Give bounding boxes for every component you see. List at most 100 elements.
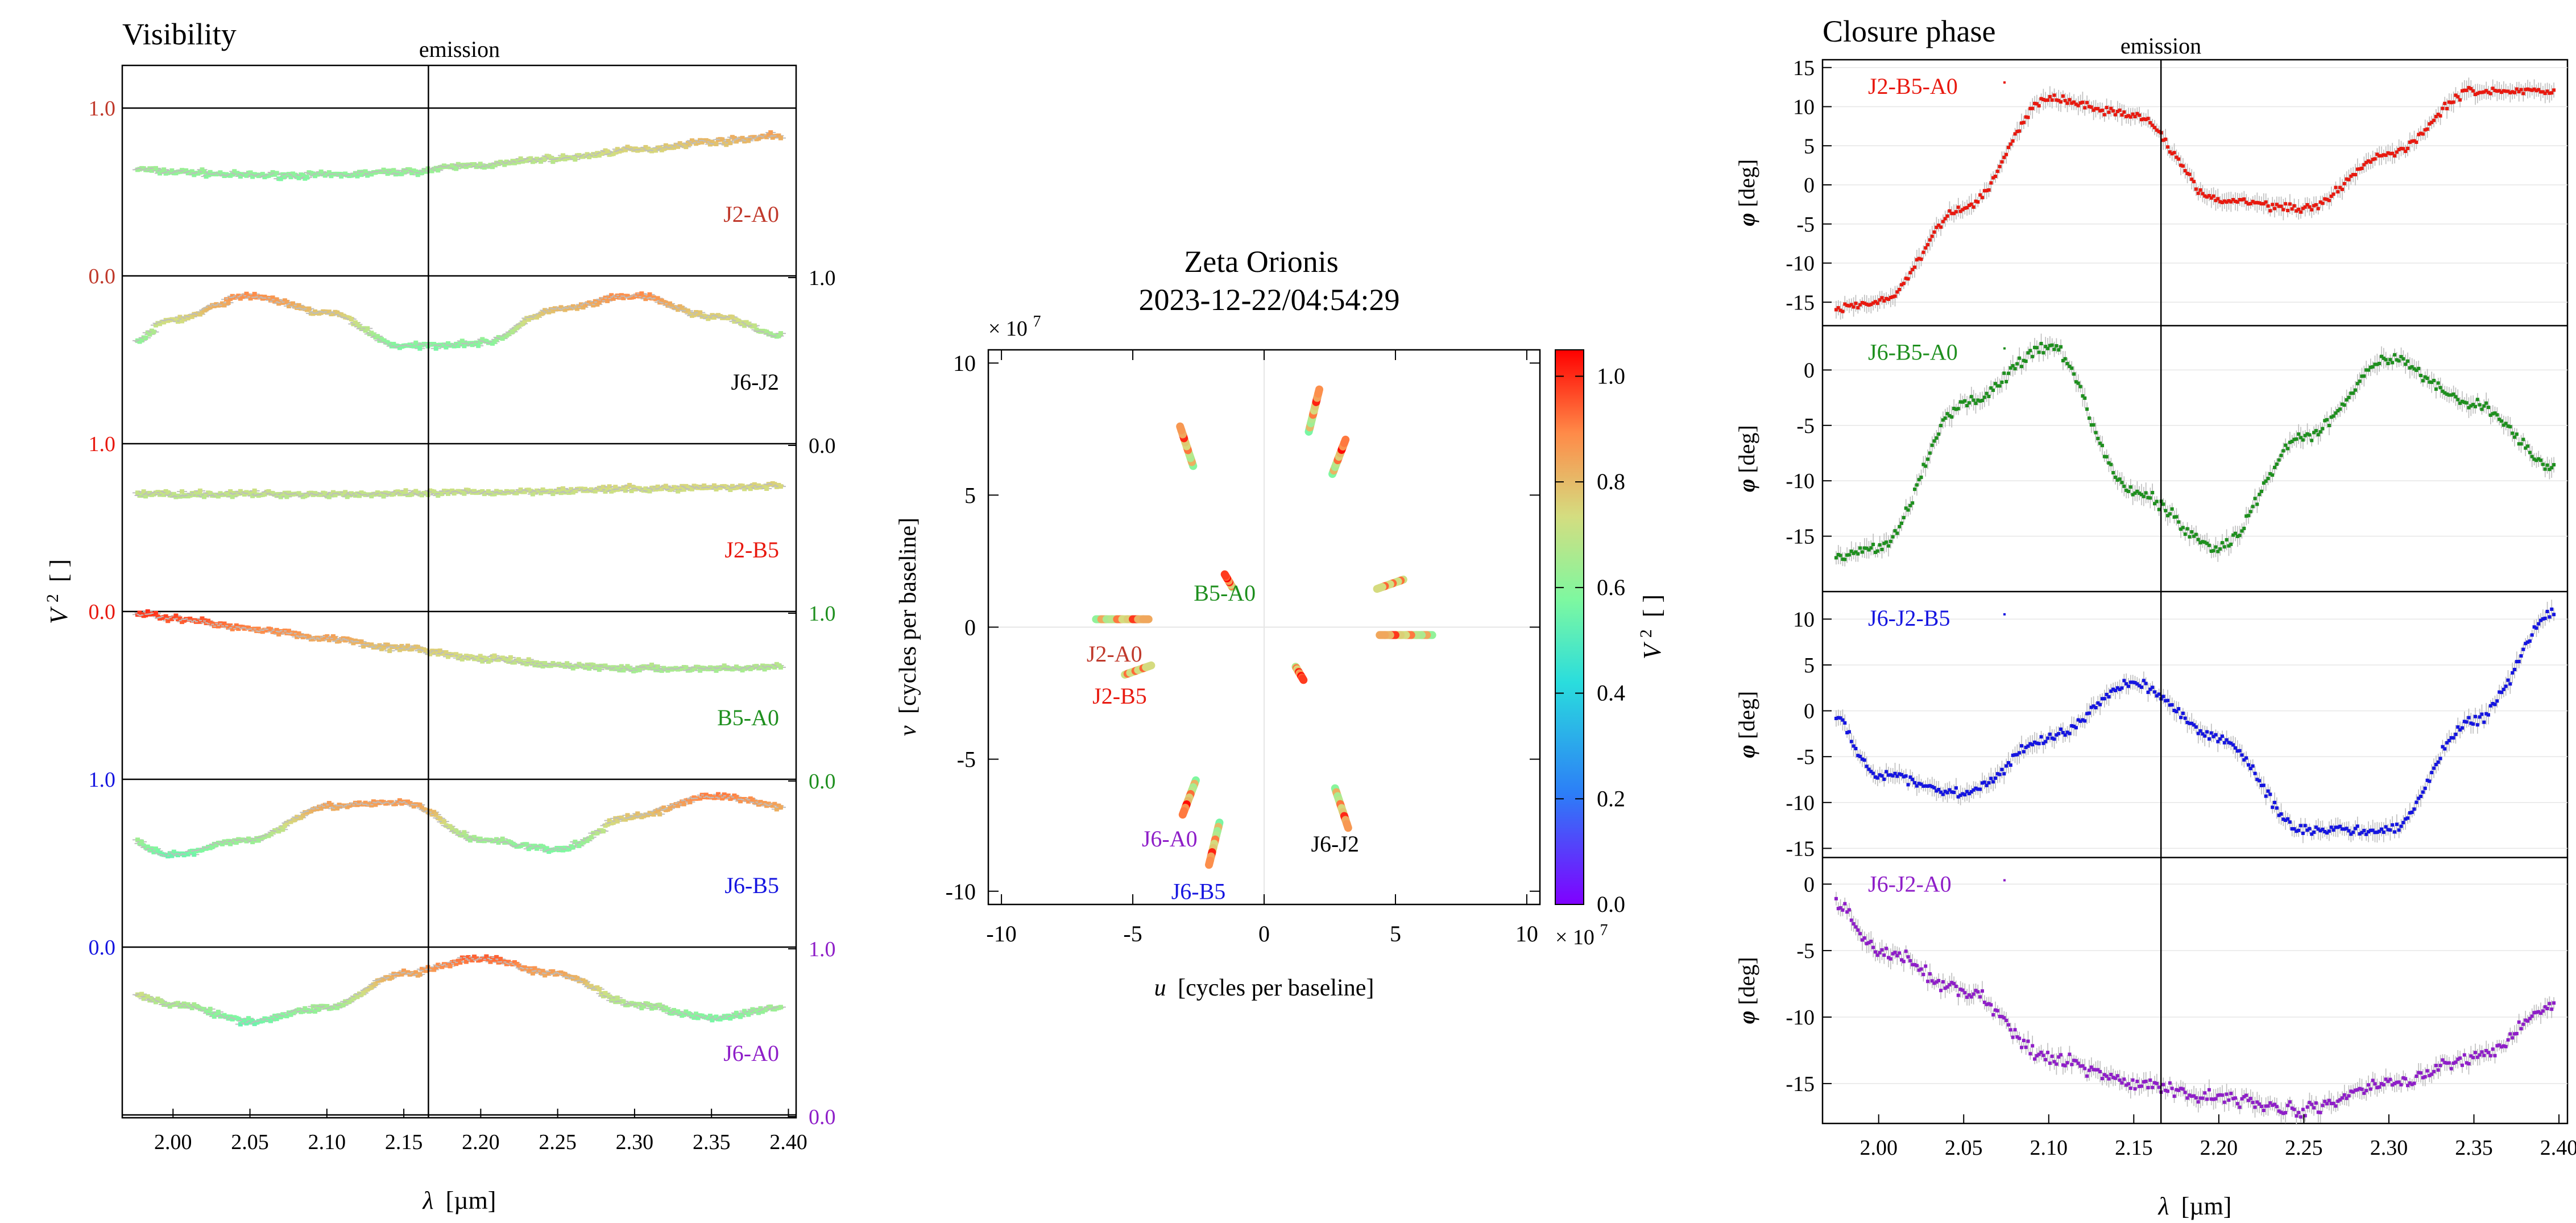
closure-phase-point: [2484, 89, 2488, 93]
visibility-point: [326, 170, 332, 175]
visibility-point: [695, 664, 701, 670]
visibility-point: [415, 644, 420, 650]
visibility-frame: [121, 64, 797, 1119]
visibility-point: [216, 494, 221, 499]
visibility-point: [246, 1016, 251, 1021]
closure-phase-point: [1930, 443, 1934, 447]
closure-phase-point: [1854, 301, 1858, 305]
closure-phase-point: [2148, 121, 2152, 125]
visibility-x-tick-label: 2.15: [385, 1130, 423, 1154]
closure-phase-point: [1895, 531, 1899, 535]
closure-phase-point: [2473, 93, 2477, 97]
visibility-point: [436, 652, 441, 657]
closure-phase-y-tick-label: 5: [1804, 134, 1815, 158]
closure-phase-point: [1956, 205, 1960, 209]
visibility-point: [274, 297, 279, 302]
closure-phase-point: [2271, 203, 2275, 206]
visibility-right-tick-label: 1.0: [809, 937, 836, 961]
closure-phase-point: [1961, 400, 1965, 404]
visibility-point: [667, 301, 672, 306]
visibility-point: [462, 956, 467, 961]
closure-phase-y-tick-label: -15: [1786, 291, 1815, 315]
visibility-point: [197, 312, 202, 317]
closure-phase-point: [2251, 200, 2255, 204]
closure-phase-point: [2310, 208, 2314, 212]
visibility-point: [169, 168, 175, 173]
closure-phase-point: [2035, 102, 2039, 106]
visibility-point: [228, 1014, 233, 1019]
closure-phase-point: [2089, 105, 2093, 109]
visibility-point: [726, 1013, 731, 1018]
visibility-point: [244, 173, 249, 178]
visibility-point: [488, 658, 493, 663]
closure-phase-point: [1976, 398, 1980, 402]
closure-phase-point: [2258, 201, 2262, 205]
closure-phase-point: [1878, 298, 1882, 302]
visibility-point: [260, 1018, 265, 1023]
visibility-point: [397, 647, 402, 652]
closure-phase-point: [2020, 365, 2024, 369]
closure-phase-point: [1895, 290, 1899, 294]
visibility-point: [163, 614, 168, 619]
closure-phase-point: [2072, 100, 2076, 104]
visibility-point: [510, 329, 515, 334]
visibility-point: [597, 667, 602, 672]
visibility-point: [774, 807, 779, 812]
visibility-point: [462, 491, 467, 496]
visibility-point: [595, 831, 600, 836]
visibility-point: [161, 492, 167, 497]
visibility-point: [399, 643, 404, 648]
visibility-point: [752, 323, 757, 328]
visibility-right-tick-label: 0.0: [809, 1105, 836, 1129]
closure-phase-point: [2102, 113, 2106, 117]
closure-phase-point: [1982, 189, 1986, 193]
visibility-left-tick-label: 1.0: [89, 97, 116, 121]
visibility-point: [609, 293, 614, 298]
closure-phase-point: [2375, 152, 2379, 156]
visibility-point: [539, 159, 544, 164]
closure-phase-point: [2248, 201, 2252, 205]
colorbar-label: V 2 [ ]: [1629, 594, 1666, 659]
uv-x-tick-label: 10: [1515, 921, 1538, 947]
closure-phase-point: [2059, 100, 2063, 104]
closure-phase-point: [1954, 210, 1958, 214]
closure-phase-point: [1930, 234, 1934, 238]
closure-phase-point: [1982, 395, 1986, 399]
closure-phase-point: [2428, 122, 2432, 126]
closure-phase-point: [2098, 109, 2102, 113]
visibility-point: [165, 490, 171, 495]
closure-phase-point: [2284, 202, 2288, 206]
visibility-point: [288, 1012, 293, 1017]
visibility-point: [424, 968, 429, 973]
visibility-point: [355, 994, 360, 999]
visibility-point: [274, 1017, 279, 1022]
closure-phase-point: [2495, 89, 2499, 93]
closure-phase-point: [1875, 549, 1879, 553]
closure-phase-point: [1958, 400, 1962, 404]
closure-phase-point: [2205, 195, 2209, 199]
visibility-point: [446, 654, 451, 659]
closure-phase-point: [2126, 114, 2130, 118]
closure-phase-point: [2037, 104, 2041, 108]
closure-phase-point: [2478, 90, 2482, 94]
visibility-point: [492, 491, 497, 497]
uv-y-tick-label: 10: [953, 350, 976, 376]
visibility-point: [649, 1006, 655, 1011]
visibility-point: [450, 163, 455, 168]
closure-phase-point: [2026, 351, 2030, 355]
visibility-series-label: J6-A0: [723, 1040, 779, 1066]
closure-phase-point: [1978, 399, 1982, 403]
visibility-point: [326, 494, 332, 499]
closure-phase-point: [2515, 87, 2519, 91]
uv-track-segment: [1343, 820, 1352, 832]
visibility-point: [270, 295, 275, 300]
closure-phase-point: [2120, 113, 2124, 117]
closure-phase-point: [2491, 86, 2495, 90]
visibility-point: [661, 146, 666, 151]
closure-phase-point: [2209, 196, 2213, 200]
closure-phase-point: [2018, 129, 2022, 133]
visibility-point: [607, 994, 612, 999]
closure-phase-point: [2063, 98, 2067, 102]
visibility-point: [641, 1004, 646, 1009]
visibility-point: [645, 295, 650, 300]
